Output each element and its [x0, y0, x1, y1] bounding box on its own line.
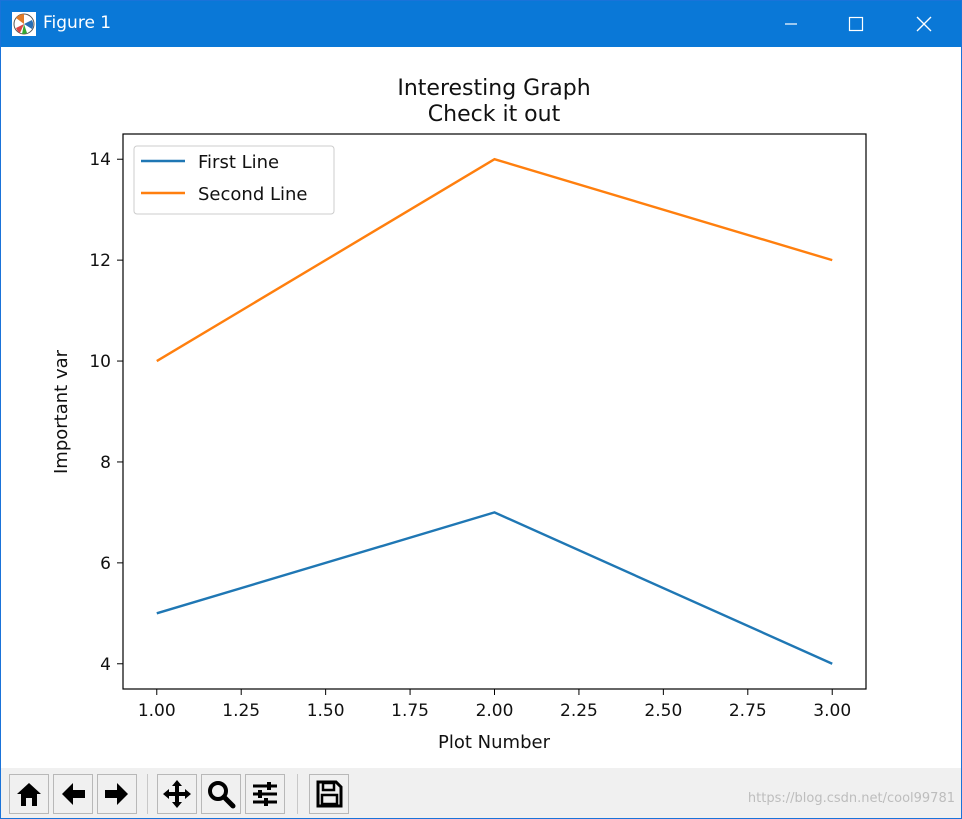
- maximize-button[interactable]: [826, 1, 886, 47]
- legend: First Line Second Line: [133, 145, 335, 215]
- minimize-icon: [785, 23, 797, 25]
- close-icon: [916, 16, 932, 32]
- home-icon: [17, 783, 41, 806]
- arrow-left-icon: [62, 783, 85, 805]
- x-tick-label: 1.75: [391, 701, 429, 721]
- forward-button[interactable]: [97, 774, 137, 814]
- navigation-toolbar: [1, 768, 961, 818]
- x-axis-label: Plot Number: [438, 732, 551, 753]
- pan-button[interactable]: [157, 774, 197, 814]
- legend-label: First Line: [198, 152, 279, 173]
- line-chart[interactable]: Interesting Graph Check it out 1.00 1.25 1…: [1, 47, 961, 768]
- close-button[interactable]: [894, 1, 954, 47]
- chart-subtitle: Check it out: [428, 102, 561, 127]
- back-button[interactable]: [53, 774, 93, 814]
- y-tick-label: 14: [89, 150, 111, 170]
- x-tick-label: 1.00: [138, 701, 176, 721]
- y-tick-label: 8: [100, 453, 111, 473]
- x-tick-label: 2.75: [729, 701, 767, 721]
- legend-box: [133, 145, 335, 215]
- maximize-icon: [848, 16, 864, 32]
- window-title: Figure 1: [43, 13, 112, 33]
- save-button[interactable]: [309, 774, 349, 814]
- x-tick-label: 3.00: [813, 701, 851, 721]
- watermark-text: https://blog.csdn.net/cool99781: [747, 791, 955, 806]
- series-line-2: [156, 157, 833, 363]
- x-tick-label: 1.25: [222, 701, 260, 721]
- legend-label: Second Line: [198, 184, 307, 205]
- plot-area: [122, 133, 867, 690]
- zoom-button[interactable]: [201, 774, 241, 814]
- y-tick-label: 12: [89, 251, 111, 271]
- matplotlib-app-icon: [12, 12, 36, 36]
- home-button[interactable]: [9, 774, 49, 814]
- chart-title: Interesting Graph: [397, 76, 590, 101]
- toolbar-separator: [147, 774, 148, 814]
- y-tick-label: 6: [100, 554, 111, 574]
- arrow-right-icon: [105, 783, 128, 805]
- x-tick-label: 1.50: [307, 701, 345, 721]
- series-line-1: [156, 511, 833, 665]
- x-tick-label: 2.25: [560, 701, 598, 721]
- figure-canvas[interactable]: Interesting Graph Check it out 1.00 1.25 1…: [1, 47, 961, 768]
- sliders-icon: [253, 782, 277, 806]
- x-tick-label: 2.00: [476, 701, 514, 721]
- title-bar[interactable]: Figure 1: [1, 1, 961, 47]
- y-tick-label: 4: [100, 655, 111, 675]
- x-tick-label: 2.50: [644, 701, 682, 721]
- toolbar-separator: [297, 774, 298, 814]
- minimize-button[interactable]: [761, 1, 821, 47]
- y-axis-label: Important var: [51, 349, 72, 474]
- y-tick-label: 10: [89, 352, 111, 372]
- floppy-disk-icon: [316, 780, 343, 808]
- magnifier-icon: [208, 781, 236, 809]
- configure-subplots-button[interactable]: [245, 774, 285, 814]
- move-icon: [163, 780, 191, 808]
